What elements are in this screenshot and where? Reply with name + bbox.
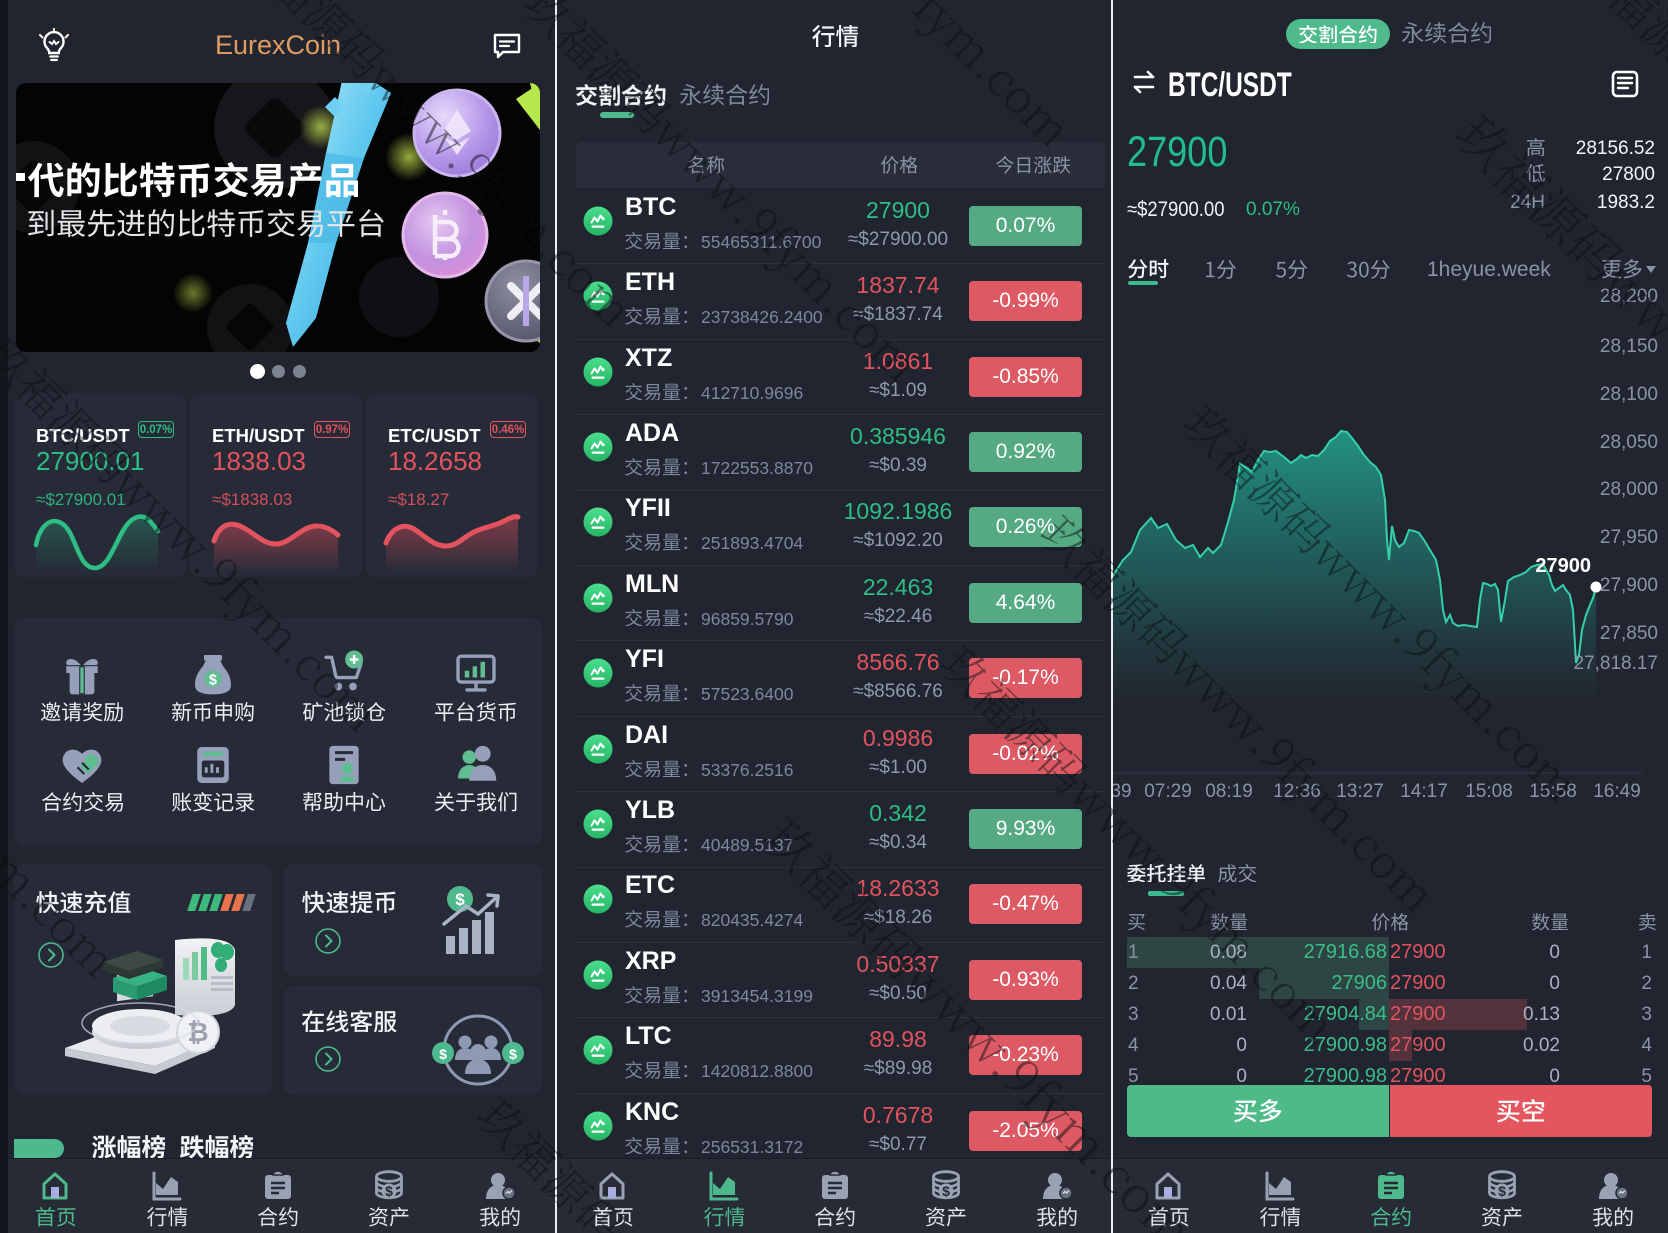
svg-text:$: $ xyxy=(439,1046,447,1062)
svg-text:$: $ xyxy=(942,1183,950,1199)
svg-text:$: $ xyxy=(209,672,217,688)
svg-text:$: $ xyxy=(455,890,465,909)
svg-text:$: $ xyxy=(1498,1183,1506,1199)
svg-text:₿: ₿ xyxy=(187,1017,208,1047)
svg-text:$: $ xyxy=(385,1183,393,1199)
svg-text:$: $ xyxy=(509,1046,517,1062)
